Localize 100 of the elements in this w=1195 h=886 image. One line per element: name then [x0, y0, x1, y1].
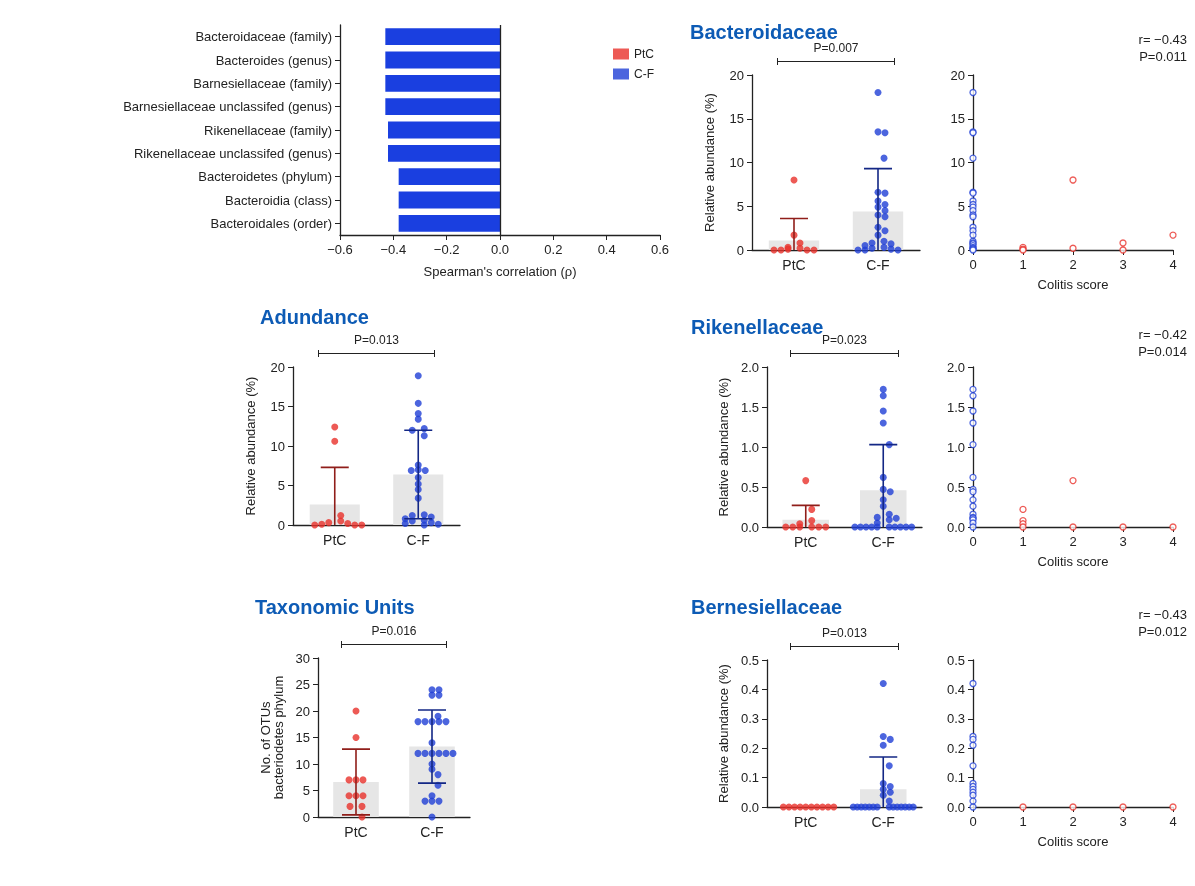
y-tick-label: Rikenellaceae unclassifed (genus): [133, 145, 332, 161]
y-tick-label: 0.3: [740, 711, 759, 727]
x-tick-label: 2: [1069, 534, 1077, 549]
chart-title: Bacteroidaceae: [690, 21, 838, 43]
y-tick-label: 2.0: [740, 359, 759, 375]
x-tick-label: 2: [1069, 814, 1077, 829]
y-tick-label: 0.0: [946, 519, 965, 535]
x-tick-label: C-F: [406, 532, 430, 548]
x-axis-title: Spearman's correlation (ρ): [423, 264, 577, 279]
y-tick-label: 15: [729, 111, 744, 127]
x-tick-label: −0.6: [327, 242, 353, 257]
y-tick-label: 0.5: [740, 479, 759, 495]
y-tick-label: 1.0: [946, 439, 965, 455]
y-tick-label: 10: [729, 155, 744, 170]
y-tick-label: 30: [295, 650, 310, 666]
text: P=0.023: [821, 333, 868, 347]
x-tick-label: 0: [969, 814, 977, 829]
text: P=0.011: [1139, 49, 1187, 64]
x-tick-label: 0.2: [544, 242, 563, 257]
x-tick-label: 4: [1169, 534, 1177, 549]
x-tick-label: 0.4: [597, 242, 616, 257]
x-tick-label: 0.0: [490, 242, 510, 257]
y-axis-title: Relative abundance (%): [716, 377, 732, 517]
y-tick-label: Rikenellaceae (family): [204, 122, 332, 138]
text: P=0.007: [812, 41, 860, 55]
y-tick-label: 0.4: [946, 681, 965, 697]
y-tick-label: 5: [957, 198, 965, 214]
y-axis-title: No. of OTUs bacteriodetes phylum: [257, 675, 286, 800]
x-tick-label: 2: [1069, 257, 1077, 272]
chart-title: Bernesiellaceae: [691, 596, 843, 618]
y-tick-label: 20: [295, 703, 310, 719]
y-axis-title: Relative abundance (%): [243, 376, 258, 516]
x-tick-label: 1: [1019, 814, 1027, 829]
y-tick-label: 5: [277, 478, 285, 493]
text: r= −0.43: [1138, 607, 1187, 622]
y-tick-label: Bacteroidetes (phylum): [198, 169, 332, 185]
y-tick-label: 0.2: [946, 740, 965, 756]
chart-title: Taxonomic Units: [255, 596, 415, 618]
y-tick-label: 0.5: [946, 479, 965, 495]
y-tick-label: 15: [950, 111, 965, 127]
y-tick-label: 20: [270, 359, 285, 375]
y-tick-label: 1.0: [740, 439, 759, 455]
y-tick-label: 0.3: [946, 711, 965, 727]
y-tick-label: 0.5: [740, 652, 759, 668]
x-tick-label: 4: [1169, 257, 1177, 272]
x-tick-label: C-F: [871, 534, 895, 550]
y-tick-label: 2.0: [946, 359, 965, 375]
x-tick-label: 3: [1119, 534, 1127, 549]
legend-label: C-F: [634, 67, 654, 81]
y-tick-label: 0.0: [740, 519, 759, 535]
text: r= −0.43: [1138, 32, 1187, 47]
y-tick-label: 20: [950, 67, 965, 83]
x-axis-title: Colitis score: [1037, 834, 1109, 849]
y-tick-label: 0.4: [740, 681, 759, 697]
x-axis-title: Colitis score: [1037, 554, 1109, 569]
x-tick-label: 1: [1019, 257, 1027, 272]
y-tick-label: Bacteroidaceae (family): [195, 29, 332, 45]
y-tick-label: Bacteroidia (class): [225, 192, 332, 208]
y-axis-title: Relative abundance (%): [716, 664, 732, 803]
x-tick-label: 0.6: [650, 242, 670, 257]
x-tick-label: 3: [1119, 257, 1127, 272]
text: P=0.012: [1138, 624, 1187, 639]
y-tick-label: 5: [736, 198, 744, 214]
y-tick-label: Bacteroides (genus): [215, 52, 332, 68]
y-tick-label: 15: [295, 730, 310, 745]
text: P=0.014: [1138, 344, 1187, 359]
x-tick-label: PtC: [794, 814, 818, 830]
x-tick-label: 0: [969, 534, 977, 549]
y-tick-label: Barnesiellaceae unclassifed (genus): [123, 99, 332, 115]
y-tick-label: Barnesiellaceae (family): [193, 75, 332, 91]
y-tick-label: 5: [302, 783, 310, 798]
y-tick-label: 10: [295, 756, 310, 772]
x-tick-label: −0.2: [433, 242, 460, 257]
x-tick-label: −0.4: [380, 242, 407, 257]
x-tick-label: C-F: [866, 257, 890, 273]
chart-title: Adundance: [260, 306, 369, 328]
x-tick-label: PtC: [782, 257, 806, 273]
y-tick-label: 10: [950, 155, 965, 170]
x-tick-label: 4: [1169, 814, 1177, 829]
x-tick-label: 1: [1019, 534, 1027, 549]
y-tick-label: Bacteroidales (order): [210, 215, 332, 231]
text: P=0.016: [370, 624, 418, 638]
y-tick-label: 25: [295, 677, 310, 692]
y-tick-label: 15: [270, 399, 285, 414]
y-tick-label: 10: [270, 438, 285, 454]
y-tick-label: 0: [277, 517, 285, 533]
text: r= −0.42: [1138, 327, 1187, 342]
text: P=0.013: [352, 333, 400, 347]
x-tick-label: PtC: [323, 532, 347, 548]
text: P=0.013: [820, 626, 868, 640]
x-tick-label: PtC: [794, 534, 818, 550]
legend-label: PtC: [634, 47, 655, 61]
x-axis-title: Colitis score: [1037, 277, 1109, 292]
y-tick-label: 20: [729, 67, 744, 83]
chart-title: Rikenellaceae: [691, 316, 824, 338]
y-tick-label: 0.1: [946, 770, 965, 786]
y-tick-label: 1.5: [740, 399, 759, 415]
y-tick-label: 1.5: [946, 399, 965, 415]
y-tick-label: 0.0: [740, 799, 759, 815]
x-tick-label: C-F: [871, 814, 895, 830]
